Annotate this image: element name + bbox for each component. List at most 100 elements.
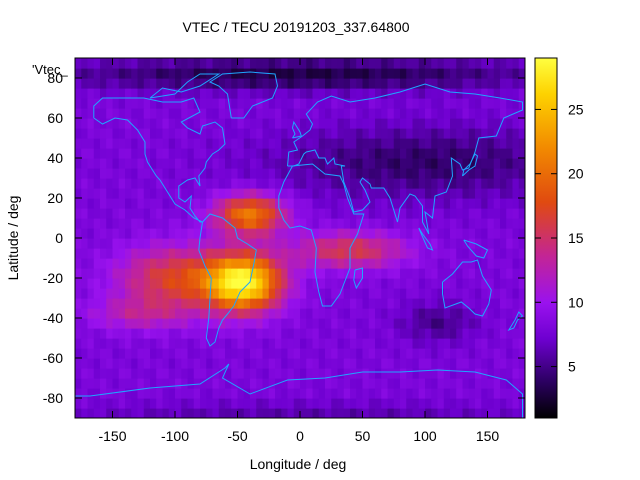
heatmap-cell [181,398,189,409]
heatmap-cell [456,58,464,69]
heatmap-cell [212,378,220,389]
heatmap-cell [118,168,126,179]
heatmap-cell [493,168,501,179]
heatmap-cell [375,348,382,359]
heatmap-cell [512,408,520,418]
heatmap-cell [306,58,314,69]
heatmap-cell [425,388,432,399]
heatmap-cell [368,308,376,319]
heatmap-cell [125,238,132,249]
heatmap-cell [487,398,495,409]
heatmap-cell [431,148,439,159]
heatmap-cell [368,68,376,79]
heatmap-cell [306,338,314,349]
heatmap-cell [156,218,164,229]
heatmap-cell [193,278,201,289]
heatmap-cell [87,118,95,129]
heatmap-cell [406,228,414,239]
heatmap-cell [462,68,470,79]
heatmap-cell [493,298,501,309]
heatmap-cell [281,88,289,99]
heatmap-cell [187,118,195,129]
heatmap-cell [368,368,376,379]
heatmap-cell [400,118,407,129]
heatmap-cell [356,218,364,229]
heatmap-cell [306,68,314,79]
heatmap-cell [225,168,232,179]
heatmap-cell [312,118,320,129]
heatmap-cell [293,138,301,149]
heatmap-cell [387,58,395,69]
heatmap-cell [431,88,439,99]
heatmap-cell [256,78,264,89]
heatmap-cell [181,88,189,99]
heatmap-cell [118,398,126,409]
heatmap-cell [237,188,245,199]
heatmap-cell [262,298,270,309]
heatmap-cell [225,378,232,389]
heatmap-cell [412,268,420,279]
heatmap-cell [81,78,89,89]
heatmap-cell [125,408,132,418]
heatmap-cell [168,198,176,209]
heatmap-cell [131,388,139,399]
heatmap-cell [181,268,189,279]
heatmap-cell [181,138,189,149]
heatmap-cell [481,318,489,329]
heatmap-cell [306,408,314,418]
heatmap-cell [456,78,464,89]
heatmap-cell [337,308,345,319]
heatmap-cell [206,68,214,79]
heatmap-cell [268,98,276,109]
heatmap-cell [218,258,226,269]
heatmap-cell [181,148,189,159]
heatmap-cell [518,68,525,79]
heatmap-cell [275,138,282,149]
heatmap-cell [106,188,114,199]
heatmap-cell [112,378,120,389]
heatmap-cell [243,298,251,309]
heatmap-cell [431,368,439,379]
heatmap-cell [362,298,370,309]
heatmap-cell [512,148,520,159]
x-tick-label: 50 [355,428,371,444]
heatmap-cell [462,298,470,309]
heatmap-cell [206,408,214,418]
heatmap-cell [112,168,120,179]
heatmap-cell [306,288,314,299]
heatmap-cell [462,108,470,119]
heatmap-cell [350,158,357,169]
heatmap-cell [443,268,451,279]
heatmap-cell [325,78,332,89]
heatmap-cell [181,78,189,89]
heatmap-cell [468,78,476,89]
heatmap-cell [350,388,357,399]
heatmap-cell [462,148,470,159]
heatmap-cell [418,328,426,339]
colorbar-tick-label: 20 [568,166,584,182]
heatmap-cell [181,378,189,389]
heatmap-cell [187,318,195,329]
heatmap-cell [225,188,232,199]
heatmap-cell [175,178,182,189]
heatmap-cell [343,318,351,329]
heatmap-cell [493,118,501,129]
heatmap-cell [318,308,326,319]
heatmap-cell [293,308,301,319]
heatmap-cell [350,148,357,159]
heatmap-cell [393,98,401,109]
heatmap-cell [212,98,220,109]
heatmap-cell [318,328,326,339]
heatmap-cell [125,88,132,99]
heatmap-cell [325,278,332,289]
heatmap-cell [462,78,470,89]
heatmap-cell [337,138,345,149]
heatmap-cell [293,318,301,329]
heatmap-cell [437,398,445,409]
heatmap-cell [325,268,332,279]
heatmap-cell [262,208,270,219]
heatmap-cell [125,158,132,169]
heatmap-cell [318,98,326,109]
heatmap-cell [212,228,220,239]
heatmap-cell [300,398,307,409]
